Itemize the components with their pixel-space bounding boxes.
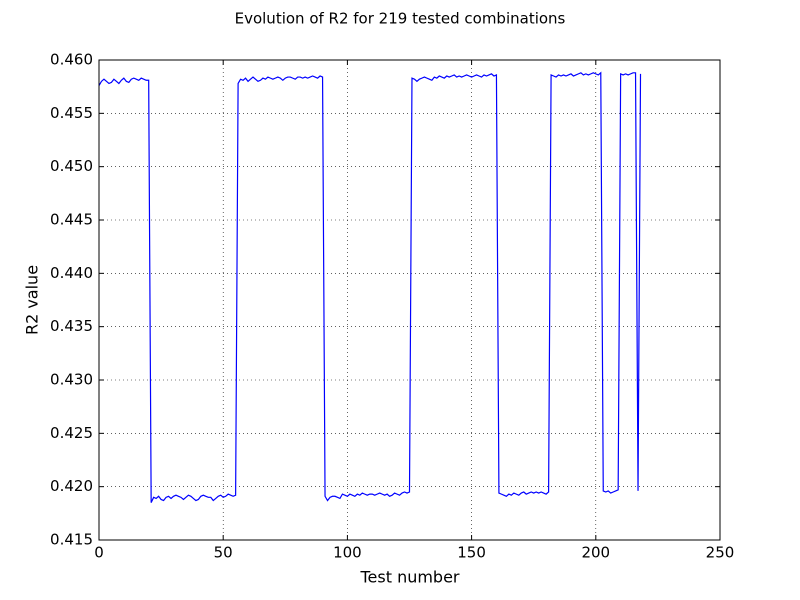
y-tick-label: 0.435 [50, 317, 93, 335]
y-tick-label: 0.430 [50, 371, 93, 389]
x-tick-label: 100 [333, 544, 362, 562]
x-tick-label: 250 [706, 544, 735, 562]
y-tick-label: 0.440 [50, 264, 93, 282]
plot-frame [98, 59, 721, 541]
y-tick-label: 0.420 [50, 477, 93, 495]
y-tick-label: 0.415 [50, 531, 93, 549]
y-tick-label: 0.460 [50, 51, 93, 69]
data-line [98, 71, 642, 503]
y-tick-label: 0.425 [50, 424, 93, 442]
chart-title: Evolution of R2 for 219 tested combinati… [235, 10, 566, 28]
x-axis-label: Test number [359, 568, 459, 587]
x-tick-label: 50 [214, 544, 233, 562]
y-tick-label: 0.455 [50, 104, 93, 122]
x-tick-label: 150 [457, 544, 486, 562]
x-tick-label: 200 [581, 544, 610, 562]
y-tick-label: 0.445 [50, 211, 93, 229]
x-tick-label: 0 [94, 544, 104, 562]
y-axis-label: R2 value [23, 265, 42, 335]
y-tick-label: 0.450 [50, 157, 93, 175]
